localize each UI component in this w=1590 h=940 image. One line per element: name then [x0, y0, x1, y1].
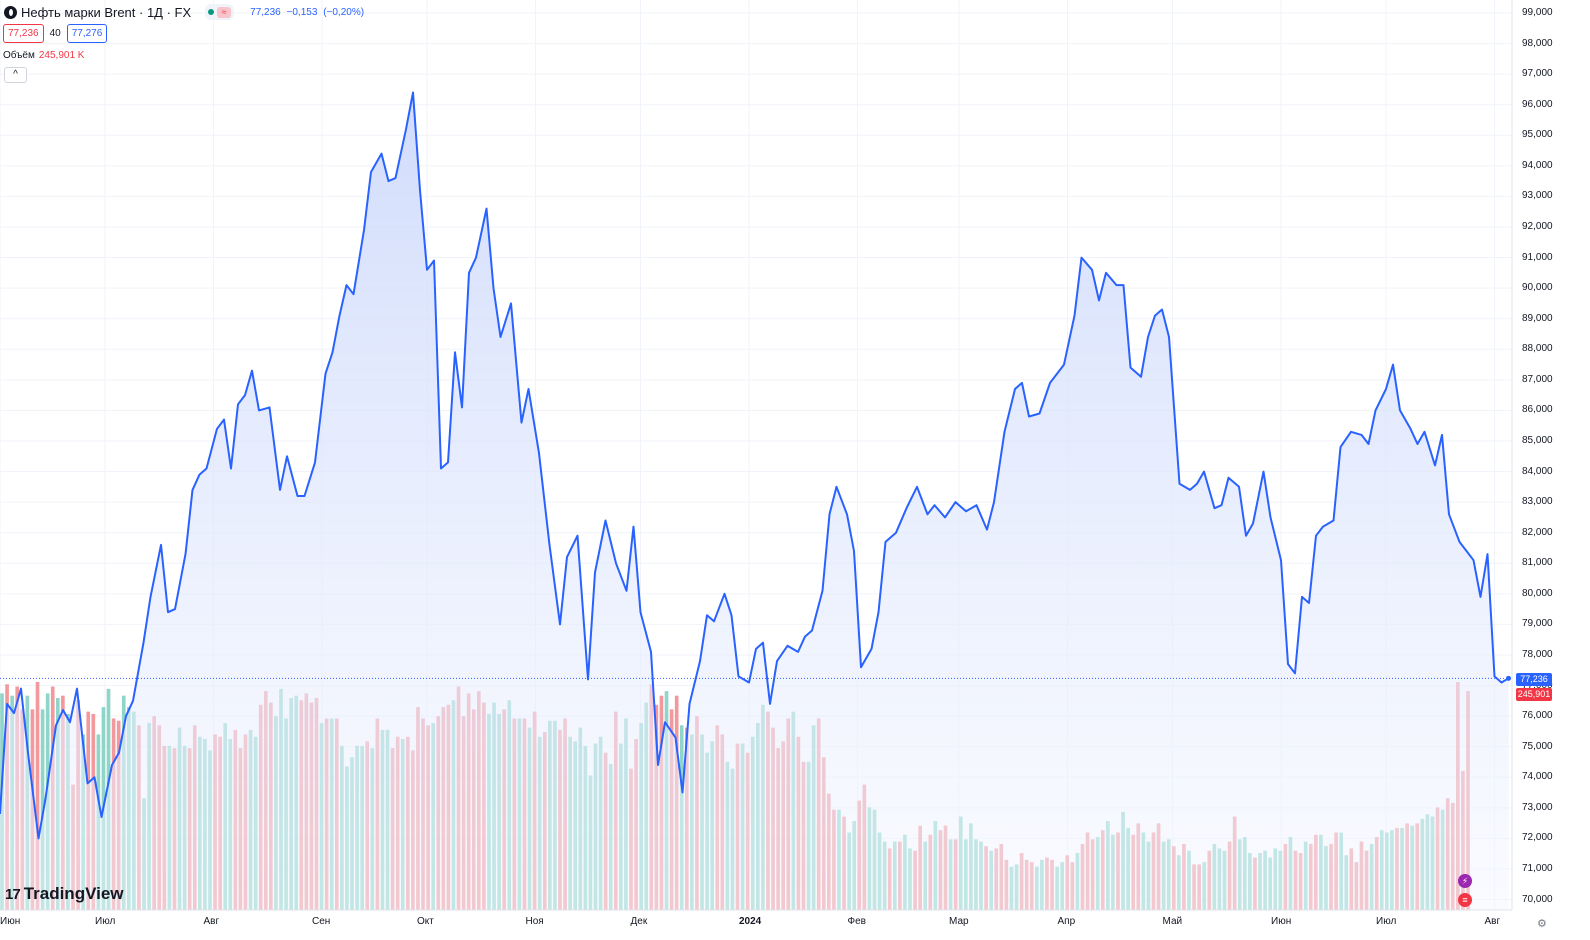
volume-badge: 245,901 K	[1516, 688, 1552, 712]
x-tick-label: Авг	[203, 916, 220, 927]
y-tick-label: 99,000	[1522, 7, 1553, 18]
x-tick-label: Апр	[1057, 916, 1076, 927]
y-tick-label: 74,000	[1522, 771, 1553, 783]
volume-label: Объём	[3, 50, 35, 61]
symbol-legend[interactable]: Нефть марки Brent · 1Д · FX ≈ 77,236 −0,…	[4, 3, 367, 21]
y-tick-label: 80,000	[1522, 587, 1553, 599]
y-tick-label: 98,000	[1522, 37, 1553, 49]
price-badge: 77,236	[1516, 673, 1552, 686]
last-price: 77,236	[250, 6, 281, 18]
header-values: 77,236 −0,153 (−0,20%)	[250, 7, 367, 18]
us-flag-icon[interactable]: ≡	[1458, 893, 1472, 907]
y-tick-label: 92,000	[1522, 220, 1553, 232]
gear-icon[interactable]: ⚙	[1537, 918, 1547, 930]
x-tick-label: 2024	[739, 916, 762, 927]
last-price-dot	[1506, 675, 1511, 681]
y-tick-label: 82,000	[1522, 526, 1553, 538]
y-tick-label: 94,000	[1522, 159, 1553, 171]
y-tick-label: 97,000	[1522, 68, 1553, 80]
x-tick-label: Дек	[630, 916, 648, 927]
tradingview-mark-icon: 17	[5, 885, 21, 903]
y-tick-label: 85,000	[1522, 434, 1553, 446]
price-change-pct: (−0,20%)	[323, 6, 365, 18]
x-tick-label: Сен	[312, 916, 331, 927]
sell-button[interactable]: 77,236	[3, 24, 44, 43]
green-dot-icon	[208, 9, 215, 15]
y-tick-label: 86,000	[1522, 404, 1553, 416]
price-change: −0,153	[286, 6, 318, 18]
y-tick-label: 96,000	[1522, 98, 1553, 110]
y-tick-label: 91,000	[1522, 251, 1553, 263]
y-tick-label: 95,000	[1522, 129, 1553, 141]
y-tick-label: 70,000	[1522, 893, 1553, 905]
y-tick-label: 87,000	[1522, 373, 1553, 385]
y-tick-label: 75,000	[1522, 740, 1553, 752]
x-tick-label: Мар	[949, 916, 969, 927]
bid-ask-row: 77,236 40 77,276	[3, 24, 108, 43]
price-area-fill	[0, 92, 1509, 910]
logo-text: TradingView	[23, 884, 124, 903]
lightning-icon[interactable]: ⚡	[1458, 874, 1472, 888]
y-tick-label: 93,000	[1522, 190, 1553, 202]
volume-legend[interactable]: Объём 245,901 K	[3, 50, 84, 61]
y-tick-label: 81,000	[1522, 557, 1553, 569]
tradingview-logo[interactable]: 17 TradingView	[5, 884, 124, 904]
volume-bar	[35, 682, 40, 910]
wave-icon: ≈	[217, 6, 232, 18]
volume-value: 245,901 K	[38, 50, 85, 61]
y-tick-label: 84,000	[1522, 465, 1553, 477]
collapse-legend-button[interactable]: ^	[4, 67, 27, 83]
brent-oil-icon	[4, 5, 17, 19]
symbol-title[interactable]: Нефть марки Brent · 1Д · FX	[21, 4, 192, 20]
y-tick-label: 71,000	[1522, 862, 1553, 874]
y-tick-label: 73,000	[1522, 801, 1553, 813]
x-tick-label: Окт	[417, 916, 434, 927]
x-tick-label: Июл	[95, 916, 116, 927]
y-tick-label: 72,000	[1522, 832, 1553, 844]
y-tick-label: 79,000	[1522, 618, 1553, 630]
spread-value: 40	[49, 28, 61, 39]
x-tick-label: Июн	[1271, 916, 1292, 927]
x-tick-label: Июл	[1376, 916, 1397, 927]
x-tick-label: Ноя	[525, 916, 544, 927]
y-tick-label: 90,000	[1522, 282, 1553, 294]
y-tick-label: 89,000	[1522, 312, 1553, 324]
market-status[interactable]: ≈	[205, 4, 235, 20]
x-tick-label: Авг	[1484, 916, 1501, 927]
x-tick-label: Фев	[847, 916, 866, 927]
y-tick-label: 76,000	[1522, 710, 1553, 722]
y-tick-label: 78,000	[1522, 648, 1553, 660]
y-tick-label: 83,000	[1522, 496, 1553, 508]
x-tick-label: Май	[1162, 916, 1183, 927]
x-tick-label: Июн	[0, 916, 21, 927]
price-line	[0, 91, 1510, 840]
y-tick-label: 88,000	[1522, 343, 1553, 355]
buy-button[interactable]: 77,276	[66, 24, 108, 43]
